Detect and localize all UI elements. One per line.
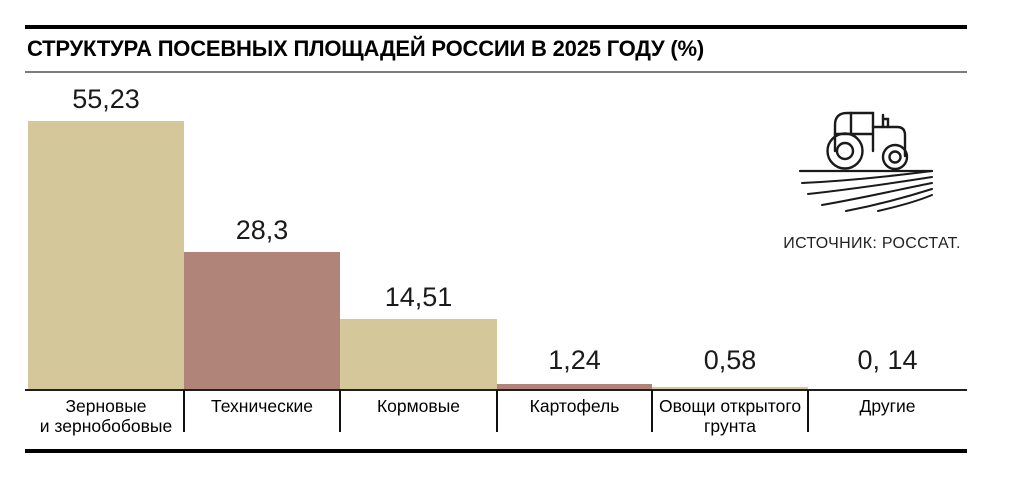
category-label-0: Зерновые и зернобобовые	[39, 396, 173, 436]
bar-3	[497, 383, 652, 390]
category-label-1: Технические	[210, 396, 313, 416]
bar-1	[184, 252, 340, 390]
bar-value-label-1: 28,3	[235, 215, 289, 246]
category-axis: Зерновые и зернобобовые Технические Кормов…	[25, 390, 967, 449]
bar-0	[28, 121, 184, 390]
bar-value-label-3: 1,24	[548, 345, 601, 375]
category-divider-3	[496, 390, 498, 432]
category-divider-4	[651, 390, 653, 432]
category-divider-5	[807, 390, 809, 432]
bottom-rule	[25, 449, 967, 453]
category-label-5: Другие	[859, 396, 916, 416]
category-divider-2	[339, 390, 341, 432]
category-label-3: Картофель	[529, 396, 620, 416]
top-rule	[25, 25, 967, 29]
tractor-field-icon	[798, 111, 934, 212]
chart-title: СТРУКТУРА ПОСЕВНЫХ ПЛОЩАДЕЙ РОССИИ В 202…	[27, 36, 705, 61]
bar-value-label-2: 14,51	[384, 282, 453, 313]
bar-2	[340, 319, 497, 390]
source-label: ИСТОЧНИК: РОССТАТ.	[783, 235, 961, 252]
plot-area: 55,23 28,3 14,51 1,24 0,58 0, 14	[25, 84, 967, 390]
bar-value-label-4: 0,58	[703, 345, 757, 375]
title-separator-rule	[25, 71, 967, 73]
category-divider-1	[183, 390, 185, 432]
x-axis-baseline	[25, 389, 967, 391]
bar-4	[652, 387, 808, 390]
bar-value-label-5: 0, 14	[857, 345, 918, 375]
category-label-2: Кормовые	[376, 396, 461, 416]
bar-value-label-0: 55,23	[72, 84, 140, 114]
category-label-4: Овощи открытого грунта	[658, 396, 802, 436]
